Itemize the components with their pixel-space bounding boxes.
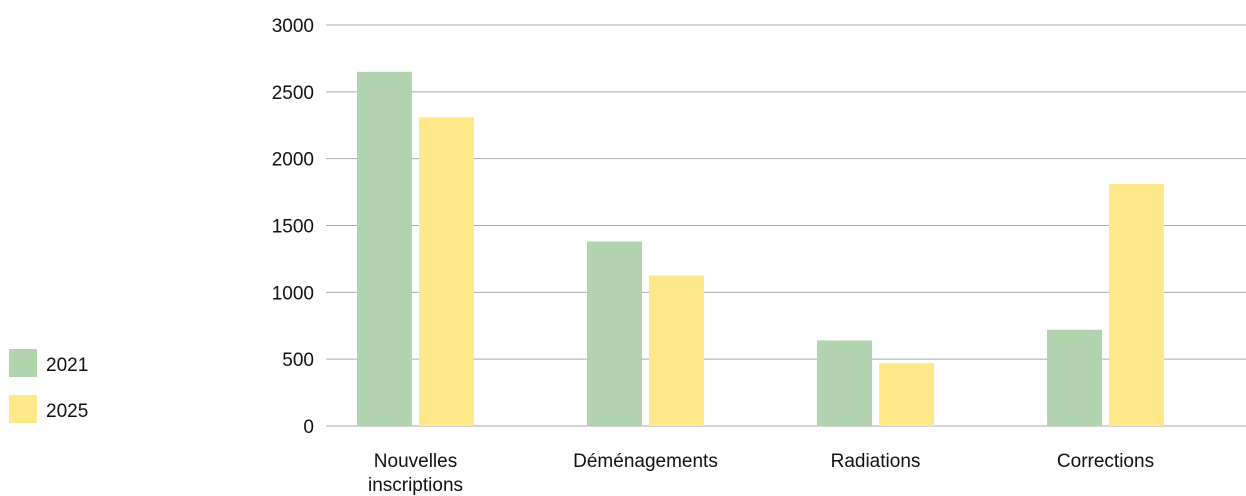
y-tick-label: 0 — [303, 417, 314, 438]
bar-2021-2 — [817, 340, 872, 426]
bar-2021-3 — [1047, 329, 1102, 426]
legend-label: 2021 — [46, 355, 88, 376]
y-tick-label: 500 — [282, 350, 314, 371]
bar-2025-3 — [1109, 184, 1164, 426]
y-axis-tick-labels: 0 500 1000 1500 2000 2500 3000 — [272, 16, 314, 438]
y-tick-label: 1000 — [272, 283, 314, 304]
legend: 2021 2025 — [9, 349, 88, 423]
y-tick-label: 1500 — [272, 217, 314, 238]
x-axis-category-labels: Nouvelles inscriptions Déménagements Radiat… — [368, 451, 1154, 496]
gridlines — [326, 24, 1246, 427]
y-tick-label: 2500 — [272, 83, 314, 104]
x-category-label: Corrections — [1057, 451, 1154, 472]
legend-swatch-2021 — [9, 349, 37, 377]
y-tick-label: 2000 — [272, 150, 314, 171]
bar-2025-1 — [649, 275, 704, 426]
bar-2021-0 — [357, 71, 412, 427]
bar-2021-1 — [587, 241, 642, 426]
y-tick-label: 3000 — [272, 16, 314, 37]
x-category-label: Nouvelles inscriptions — [368, 451, 463, 496]
x-category-label: Déménagements — [573, 451, 718, 472]
legend-label: 2025 — [46, 401, 88, 422]
legend-swatch-2025 — [9, 395, 37, 423]
bar-2025-2 — [879, 363, 934, 426]
bar-2025-0 — [419, 117, 474, 426]
bars — [357, 71, 1164, 427]
x-category-label: Radiations — [831, 451, 921, 472]
